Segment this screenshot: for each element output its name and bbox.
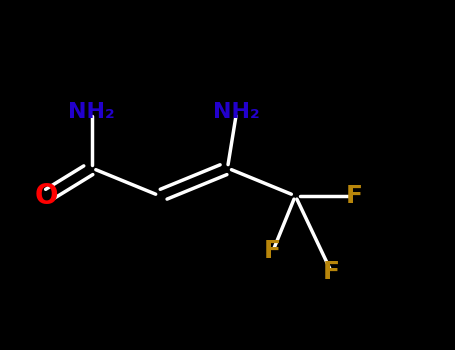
Text: F: F bbox=[264, 239, 281, 264]
Text: F: F bbox=[323, 260, 340, 284]
Text: NH₂: NH₂ bbox=[213, 103, 260, 122]
Text: O: O bbox=[35, 182, 58, 210]
Text: NH₂: NH₂ bbox=[68, 103, 115, 122]
Text: F: F bbox=[346, 184, 363, 208]
